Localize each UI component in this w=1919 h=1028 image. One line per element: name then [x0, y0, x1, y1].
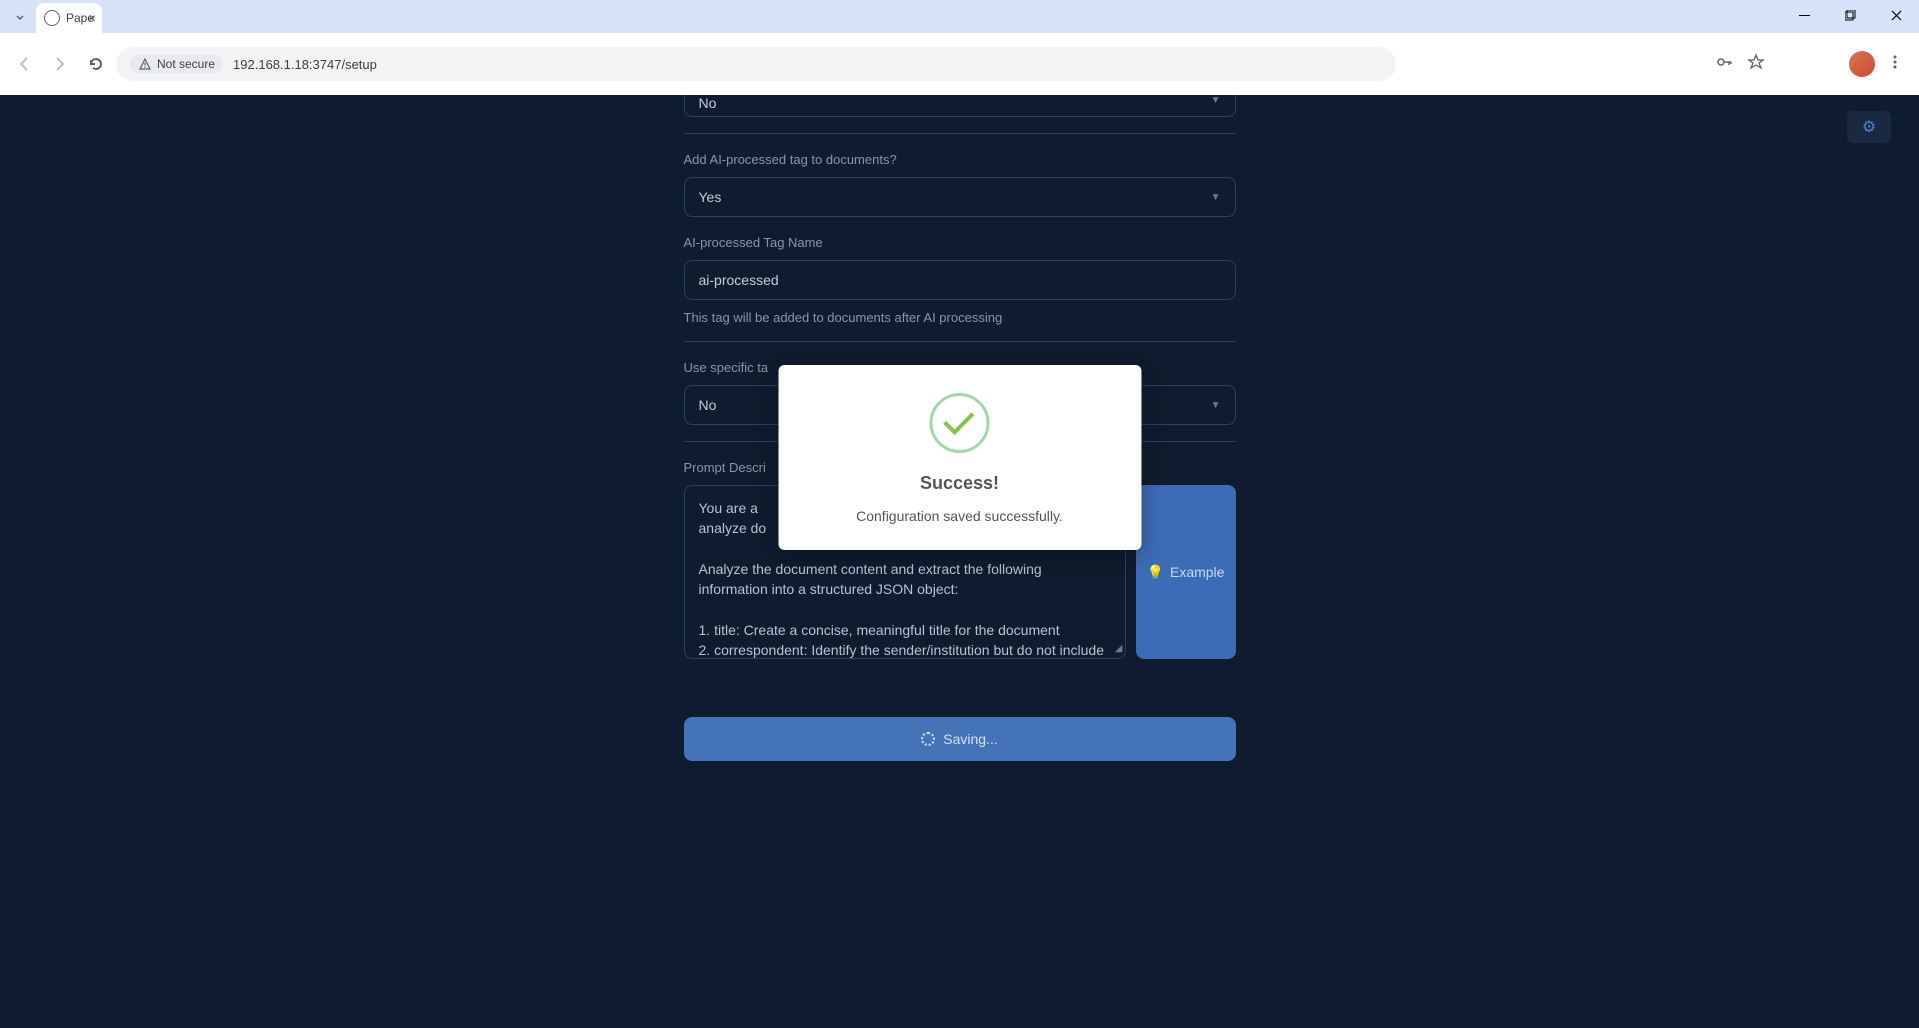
field-label: Add AI-processed tag to documents?: [684, 152, 1236, 167]
menu-icon[interactable]: [1887, 54, 1903, 75]
field-group: AI-processed Tag Name ai-processed This …: [684, 235, 1236, 325]
modal-title: Success!: [802, 473, 1117, 494]
bookmark-icon[interactable]: [1747, 53, 1765, 76]
select-value: No: [699, 397, 717, 413]
toolbar-right: [1715, 51, 1911, 77]
divider: [684, 133, 1236, 134]
success-modal: Success! Configuration saved successfull…: [778, 365, 1141, 550]
page-content: ⚙ No ▼ Add AI-processed tag to documents…: [0, 95, 1919, 1028]
input-tag-name[interactable]: ai-processed: [684, 260, 1236, 300]
key-icon[interactable]: [1715, 52, 1735, 77]
select-value: No: [699, 95, 717, 111]
chevron-down-icon: ▼: [1211, 400, 1221, 411]
example-label: Example: [1170, 564, 1224, 580]
security-label: Not secure: [157, 57, 215, 71]
resize-handle-icon[interactable]: ◢: [1115, 642, 1123, 657]
chevron-down-icon: ▼: [1211, 95, 1221, 106]
helper-text: This tag will be added to documents afte…: [684, 310, 1236, 325]
forward-button[interactable]: [44, 48, 76, 80]
browser-tab[interactable]: Pape ×: [36, 3, 102, 33]
field-label: AI-processed Tag Name: [684, 235, 1236, 250]
check-circle-icon: [930, 393, 990, 453]
tab-search-button[interactable]: [8, 5, 32, 29]
back-button[interactable]: [8, 48, 40, 80]
settings-button[interactable]: ⚙: [1847, 111, 1891, 143]
divider: [684, 341, 1236, 342]
chevron-down-icon: ▼: [1211, 192, 1221, 203]
save-label: Saving...: [943, 731, 997, 747]
select-field-0[interactable]: No ▼: [684, 95, 1236, 117]
address-bar[interactable]: Not secure 192.168.1.18:3747/setup: [116, 47, 1396, 81]
globe-icon: [44, 10, 60, 26]
select-value: Yes: [699, 189, 722, 205]
tab-bar: Pape ×: [0, 0, 1919, 33]
browser-chrome: Pape × Not secure 192.168.1.18:37: [0, 0, 1919, 95]
minimize-button[interactable]: [1781, 0, 1827, 30]
maximize-button[interactable]: [1827, 0, 1873, 30]
modal-message: Configuration saved successfully.: [802, 508, 1117, 524]
reload-button[interactable]: [80, 48, 112, 80]
window-controls: [1781, 0, 1919, 30]
save-button[interactable]: Saving...: [684, 717, 1236, 761]
check-mark-icon: [943, 404, 974, 435]
select-ai-tag[interactable]: Yes ▼: [684, 177, 1236, 217]
close-tab-icon[interactable]: ×: [88, 10, 96, 26]
lightbulb-icon: 💡: [1147, 564, 1164, 581]
field-group: Add AI-processed tag to documents? Yes ▼: [684, 152, 1236, 217]
spinner-icon: [921, 732, 935, 746]
example-button[interactable]: 💡 Example: [1136, 485, 1236, 659]
security-chip[interactable]: Not secure: [130, 55, 223, 73]
url-text: 192.168.1.18:3747/setup: [233, 57, 377, 72]
close-window-button[interactable]: [1873, 0, 1919, 30]
browser-toolbar: Not secure 192.168.1.18:3747/setup: [0, 33, 1919, 95]
gear-icon: ⚙: [1862, 117, 1876, 137]
profile-avatar[interactable]: [1849, 51, 1875, 77]
input-value: ai-processed: [699, 272, 779, 288]
